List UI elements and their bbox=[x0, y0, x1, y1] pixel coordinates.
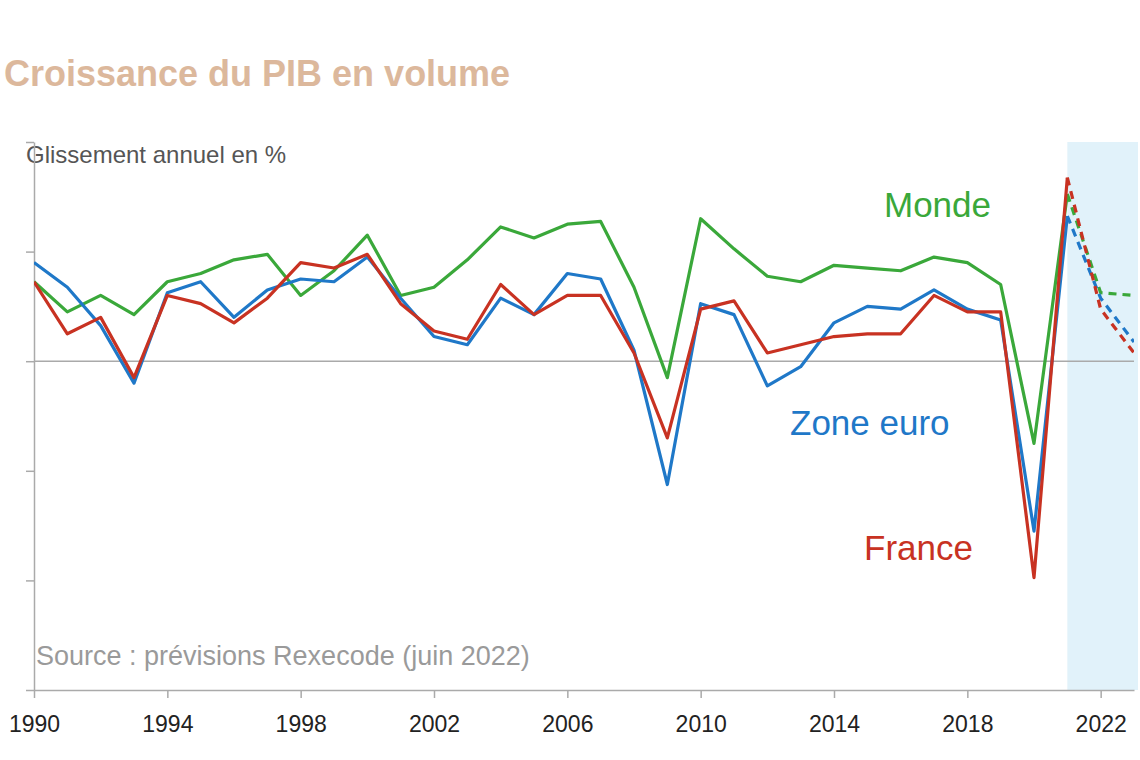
y-tick-mark bbox=[26, 580, 34, 582]
y-tick bbox=[26, 142, 34, 143]
x-tick-label: 2010 bbox=[676, 711, 727, 737]
x-tick: 2006 bbox=[542, 690, 593, 737]
x-axis-line bbox=[35, 690, 1135, 692]
x-tick-mark bbox=[1100, 690, 1102, 698]
x-tick: 2010 bbox=[676, 690, 727, 737]
x-tick-mark bbox=[567, 690, 569, 698]
source-note: Source : prévisions Rexecode (juin 2022) bbox=[36, 641, 530, 671]
x-tick: 1990 bbox=[9, 690, 60, 737]
forecast-band bbox=[1067, 142, 1138, 690]
x-tick-mark bbox=[167, 690, 169, 698]
x-tick: 2002 bbox=[409, 690, 460, 737]
series-forecast-line bbox=[1067, 216, 1134, 342]
x-tick-mark bbox=[834, 690, 836, 698]
x-tick: 2018 bbox=[942, 690, 993, 737]
x-tick-mark bbox=[700, 690, 702, 698]
x-tick: 1994 bbox=[142, 690, 193, 737]
x-tick-label: 1990 bbox=[9, 711, 60, 737]
y-tick-mark bbox=[26, 142, 34, 144]
y-axis bbox=[26, 143, 35, 691]
x-tick-mark bbox=[434, 690, 436, 698]
lines bbox=[34, 178, 1134, 578]
x-tick-label: 2018 bbox=[942, 711, 993, 737]
y-tick-mark bbox=[26, 361, 34, 363]
y-tick bbox=[26, 361, 34, 362]
series-forecast-line bbox=[1067, 178, 1134, 353]
x-tick-label: 1998 bbox=[276, 711, 327, 737]
chart-container: Croissance du PIB en volume Glissement an… bbox=[0, 0, 1140, 760]
x-tick: 1998 bbox=[276, 690, 327, 737]
y-axis-label: Glissement annuel en % bbox=[26, 141, 286, 168]
x-axis: 1990 1994 1998 2002 2006 2010 2014 2018 2022 bbox=[9, 690, 1135, 737]
x-tick-label: 2022 bbox=[1076, 711, 1127, 737]
chart-svg: Croissance du PIB en volume Glissement an… bbox=[0, 0, 1140, 760]
x-tick-mark bbox=[300, 690, 302, 698]
y-tick-mark bbox=[26, 251, 34, 253]
title: Croissance du PIB en volume bbox=[4, 53, 510, 94]
y-axis-line bbox=[34, 143, 36, 691]
x-tick: 2014 bbox=[809, 690, 860, 737]
series-label: France bbox=[864, 528, 973, 567]
y-tick-mark bbox=[26, 690, 34, 692]
series-label: Zone euro bbox=[790, 403, 950, 442]
y-tick bbox=[26, 580, 34, 581]
series-label: Monde bbox=[884, 185, 991, 224]
y-tick-mark bbox=[26, 471, 34, 473]
x-tick-mark bbox=[967, 690, 969, 698]
y-tick bbox=[26, 471, 34, 472]
zero-line bbox=[34, 360, 1134, 362]
series-line bbox=[34, 178, 1067, 578]
x-tick: 2022 bbox=[1076, 690, 1127, 737]
x-tick-label: 2002 bbox=[409, 711, 460, 737]
x-tick-label: 2014 bbox=[809, 711, 860, 737]
x-tick-mark bbox=[34, 690, 36, 698]
series-line bbox=[34, 216, 1067, 531]
x-tick-label: 2006 bbox=[542, 711, 593, 737]
y-tick bbox=[26, 690, 34, 691]
x-tick-label: 1994 bbox=[142, 711, 193, 737]
y-tick bbox=[26, 252, 34, 253]
